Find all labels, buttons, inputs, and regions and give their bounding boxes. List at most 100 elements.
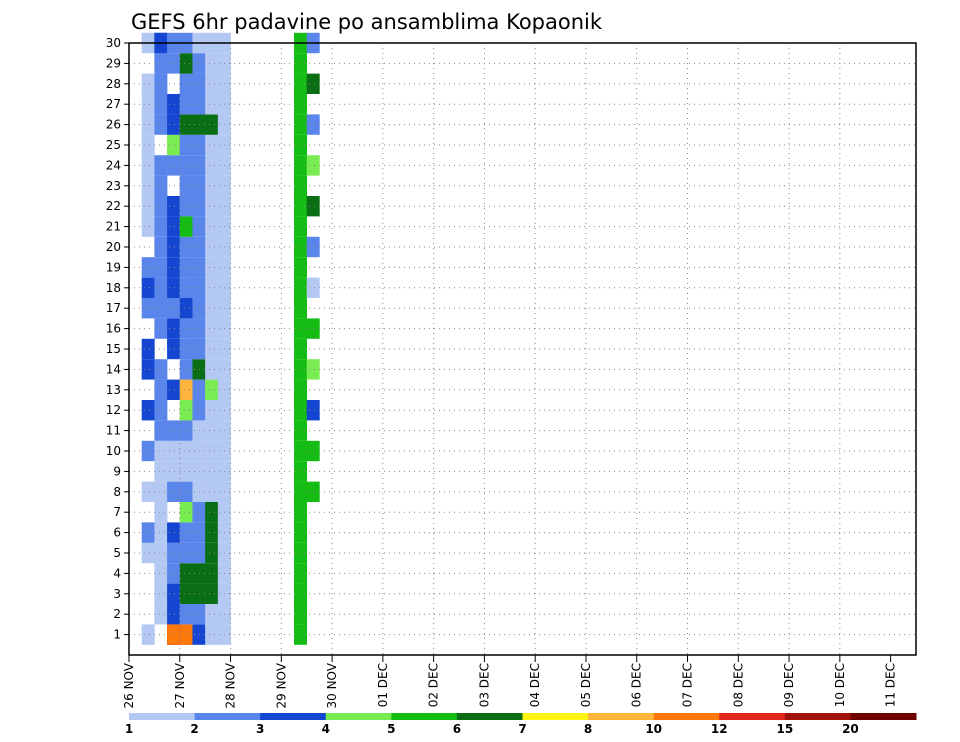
legend-swatch (194, 713, 261, 720)
ensemble-cell (294, 542, 308, 564)
ensemble-cell (205, 420, 219, 441)
ensemble-cell (205, 175, 219, 196)
legend-swatch (129, 713, 196, 720)
ensemble-cell (179, 257, 193, 278)
ensemble-cell (306, 114, 320, 135)
y-tick-label: 6 (113, 526, 121, 540)
ensemble-cell (205, 257, 219, 278)
ensemble-cell (154, 298, 168, 319)
ensemble-cell (167, 522, 181, 543)
ensemble-cell (141, 134, 155, 156)
y-tick-label: 8 (113, 485, 121, 499)
ensemble-cell (306, 318, 320, 339)
ensemble-cell (294, 359, 308, 380)
ensemble-cell (141, 338, 155, 360)
ensemble-cell (154, 175, 168, 196)
ensemble-cell (141, 196, 155, 217)
legend-swatch (784, 713, 851, 720)
ensemble-cell (167, 216, 181, 237)
ensemble-cell (167, 298, 181, 319)
x-tick-label: 26 NOV (122, 662, 136, 708)
ensemble-cell (154, 502, 168, 523)
ensemble-cell (192, 175, 206, 196)
ensemble-cell (306, 440, 320, 462)
ensemble-cell (192, 542, 206, 564)
y-tick-label: 1 (113, 628, 121, 642)
ensemble-cell (141, 522, 155, 543)
x-tick-label: 27 NOV (173, 662, 187, 708)
ensemble-cell (154, 461, 168, 482)
legend-label: 4 (322, 722, 330, 736)
ensemble-cell (179, 461, 193, 482)
y-tick-label: 7 (113, 505, 121, 519)
y-tick-label: 9 (113, 464, 121, 478)
y-tick-label: 21 (106, 220, 121, 234)
ensemble-cell (192, 338, 206, 360)
legend-label: 1 (125, 722, 133, 736)
grid-layer (129, 42, 916, 655)
ensemble-cell (306, 155, 320, 176)
ensemble-cell (141, 481, 155, 502)
ensemble-cell (167, 563, 181, 584)
ensemble-cell (192, 134, 206, 156)
x-tick-label: 28 NOV (224, 662, 238, 708)
legend-swatch (719, 713, 786, 720)
ensemble-cell (154, 379, 168, 400)
ensemble-cell (306, 481, 320, 502)
ensemble-cell (192, 236, 206, 258)
ensemble-cell (294, 604, 308, 625)
ensemble-cell (192, 257, 206, 278)
ensemble-cell (205, 53, 219, 74)
legend-swatch (456, 713, 523, 720)
ensemble-cell (179, 440, 193, 462)
ensemble-cell (179, 318, 193, 339)
ensemble-cell (205, 114, 219, 135)
ensemble-cell (154, 257, 168, 278)
ensemble-cell (205, 155, 219, 176)
ensemble-cell (167, 236, 181, 258)
ensemble-cell (192, 420, 206, 441)
y-tick-label: 11 (106, 424, 121, 438)
ensemble-cell (167, 604, 181, 625)
ensemble-cell (294, 318, 308, 339)
ensemble-cell (205, 461, 219, 482)
ensemble-cell (294, 175, 308, 196)
ensemble-cell (179, 236, 193, 258)
ensemble-cell (167, 338, 181, 360)
ensemble-cell (167, 53, 181, 74)
x-tick-label: 29 NOV (274, 662, 288, 708)
x-tick-label: 03 DEC (477, 663, 491, 707)
ensemble-cell (154, 196, 168, 217)
ensemble-cell (154, 563, 168, 584)
y-tick-label: 10 (106, 444, 121, 458)
ensemble-cell (306, 236, 320, 258)
ensemble-cell (154, 155, 168, 176)
ensemble-cell (192, 216, 206, 237)
ensemble-cell (179, 502, 193, 523)
ensemble-cell (205, 236, 219, 258)
x-tick-label: 07 DEC (681, 663, 695, 707)
ensemble-cell (141, 216, 155, 237)
ensemble-cell (167, 481, 181, 502)
ensemble-cell (167, 440, 181, 462)
ensemble-cell (205, 481, 219, 502)
ensemble-cell (205, 277, 219, 298)
y-tick-label: 28 (106, 77, 121, 91)
ensemble-cell (167, 420, 181, 441)
x-tick-label: 09 DEC (782, 663, 796, 707)
y-tick-label: 2 (113, 607, 121, 621)
ensemble-cell (167, 542, 181, 564)
ensemble-cell (179, 604, 193, 625)
ensemble-cell (179, 400, 193, 421)
ensemble-cell (294, 563, 308, 584)
ensemble-cells-layer (141, 32, 320, 645)
y-tick-label: 14 (106, 362, 121, 376)
ensemble-cell (205, 298, 219, 319)
ensemble-cell (179, 420, 193, 441)
legend-label: 5 (387, 722, 395, 736)
ensemble-cell (154, 114, 168, 135)
ensemble-cell (141, 277, 155, 298)
ensemble-cell (154, 236, 168, 258)
ensemble-cell (205, 542, 219, 564)
ensemble-cell (205, 73, 219, 94)
